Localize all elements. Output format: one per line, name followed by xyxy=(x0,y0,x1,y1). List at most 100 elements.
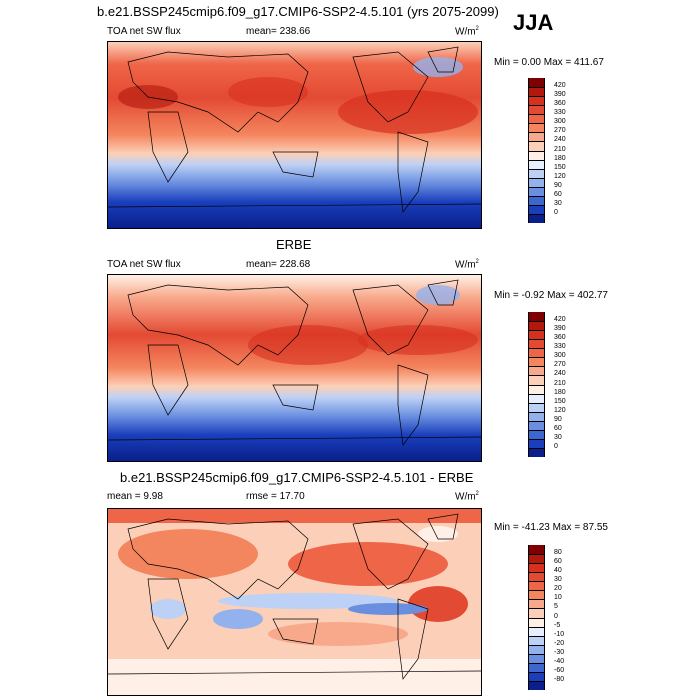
panel2-variable: TOA net SW flux xyxy=(107,259,181,270)
colorbar-swatch xyxy=(529,204,544,214)
panel1-units: W/m2 xyxy=(455,26,479,38)
colorbar-tick-label: 0 xyxy=(554,208,558,216)
colorbar-tick-label: 30 xyxy=(554,199,562,207)
panel1-map xyxy=(107,41,482,229)
panel2-units: W/m2 xyxy=(455,259,479,271)
colorbar-swatch xyxy=(529,213,544,223)
colorbar-tick-label: 270 xyxy=(554,127,566,135)
colorbar-swatch xyxy=(529,626,544,636)
colorbar-swatch xyxy=(529,123,544,133)
colorbar-tick-label: 330 xyxy=(554,343,566,351)
colorbar-tick-label: -60 xyxy=(554,666,565,674)
colorbar-swatch xyxy=(529,438,544,448)
colorbar-tick-label: 60 xyxy=(554,558,562,566)
season-label: JJA xyxy=(513,10,554,35)
colorbar-swatch xyxy=(529,653,544,663)
colorbar-swatch xyxy=(529,554,544,564)
colorbar-tick-label: 210 xyxy=(554,379,566,387)
panel3-range: Min = -41.23 Max = 87.55 xyxy=(494,522,608,533)
colorbar-swatch xyxy=(529,545,544,555)
colorbar-swatch xyxy=(529,339,544,349)
colorbar-swatch xyxy=(529,402,544,412)
colorbar-swatch xyxy=(529,572,544,582)
panel2-subtitle: ERBE xyxy=(276,237,312,252)
colorbar-swatch xyxy=(529,635,544,645)
colorbar-tick-label: 360 xyxy=(554,100,566,108)
colorbar-tick-label: 150 xyxy=(554,163,566,171)
colorbar-tick-label: 420 xyxy=(554,82,566,90)
colorbar-swatch xyxy=(529,96,544,106)
colorbar-swatch xyxy=(529,78,544,88)
panel1-mean: mean= 238.66 xyxy=(246,26,311,37)
colorbar-swatch xyxy=(529,132,544,142)
colorbar-tick-label: -40 xyxy=(554,657,565,665)
colorbar-tick-label: 60 xyxy=(554,424,562,432)
colorbar-tick-label: 180 xyxy=(554,154,566,162)
colorbar-swatch xyxy=(529,662,544,672)
panel1-map-svg xyxy=(108,42,481,228)
colorbar-tick-label: 210 xyxy=(554,145,566,153)
colorbar-swatch xyxy=(529,330,544,340)
colorbar-swatch xyxy=(529,114,544,124)
colorbar-swatch xyxy=(529,644,544,654)
colorbar-swatch xyxy=(529,590,544,600)
colorbar-tick-label: 60 xyxy=(554,190,562,198)
colorbar-tick-label: -10 xyxy=(554,630,565,638)
colorbar-swatch xyxy=(529,420,544,430)
panel3-subtitle: b.e21.BSSP245cmip6.f09_g17.CMIP6-SSP2-4.… xyxy=(120,470,474,485)
panel3-map-svg xyxy=(108,509,481,695)
colorbar-tick-label: 30 xyxy=(554,433,562,441)
panel3-units: W/m2 xyxy=(455,491,479,503)
colorbar-swatch xyxy=(529,617,544,627)
panel1-colorbar xyxy=(528,78,545,223)
colorbar-tick-label: 270 xyxy=(554,361,566,369)
colorbar-tick-label: -80 xyxy=(554,675,565,683)
colorbar-swatch xyxy=(529,195,544,205)
colorbar-swatch xyxy=(529,186,544,196)
colorbar-tick-label: -20 xyxy=(554,639,565,647)
colorbar-tick-label: 360 xyxy=(554,334,566,342)
panel3-colorbar xyxy=(528,545,545,690)
panel3-rmse: rmse = 17.70 xyxy=(246,491,305,502)
colorbar-tick-label: -30 xyxy=(554,648,565,656)
colorbar-swatch xyxy=(529,159,544,169)
colorbar-swatch xyxy=(529,411,544,421)
colorbar-swatch xyxy=(529,168,544,178)
colorbar-tick-label: 390 xyxy=(554,325,566,333)
panel2-range: Min = -0.92 Max = 402.77 xyxy=(494,290,608,301)
colorbar-tick-label: 40 xyxy=(554,567,562,575)
colorbar-tick-label: 80 xyxy=(554,549,562,557)
colorbar-swatch xyxy=(529,177,544,187)
colorbar-tick-label: 5 xyxy=(554,603,558,611)
panel1-range: Min = 0.00 Max = 411.67 xyxy=(494,57,604,68)
colorbar-tick-label: 150 xyxy=(554,397,566,405)
colorbar-tick-label: 180 xyxy=(554,388,566,396)
panel1-variable: TOA net SW flux xyxy=(107,26,181,37)
colorbar-swatch xyxy=(529,671,544,681)
colorbar-swatch xyxy=(529,87,544,97)
panel2-colorbar xyxy=(528,312,545,457)
colorbar-swatch xyxy=(529,563,544,573)
colorbar-swatch xyxy=(529,348,544,358)
colorbar-tick-label: 20 xyxy=(554,585,562,593)
colorbar-tick-label: 90 xyxy=(554,181,562,189)
colorbar-tick-label: 240 xyxy=(554,136,566,144)
colorbar-tick-label: 420 xyxy=(554,316,566,324)
colorbar-tick-label: 10 xyxy=(554,594,562,602)
main-title: b.e21.BSSP245cmip6.f09_g17.CMIP6-SSP2-4.… xyxy=(97,4,499,19)
colorbar-swatch xyxy=(529,357,544,367)
colorbar-swatch xyxy=(529,429,544,439)
colorbar-swatch xyxy=(529,321,544,331)
colorbar-swatch xyxy=(529,393,544,403)
colorbar-swatch xyxy=(529,384,544,394)
panel2-map xyxy=(107,274,482,462)
colorbar-tick-label: 120 xyxy=(554,172,566,180)
colorbar-swatch xyxy=(529,366,544,376)
colorbar-tick-label: 30 xyxy=(554,576,562,584)
colorbar-swatch xyxy=(529,150,544,160)
colorbar-tick-label: 0 xyxy=(554,442,558,450)
colorbar-tick-label: 300 xyxy=(554,118,566,126)
colorbar-swatch xyxy=(529,141,544,151)
colorbar-tick-label: 90 xyxy=(554,415,562,423)
panel2-map-svg xyxy=(108,275,481,461)
